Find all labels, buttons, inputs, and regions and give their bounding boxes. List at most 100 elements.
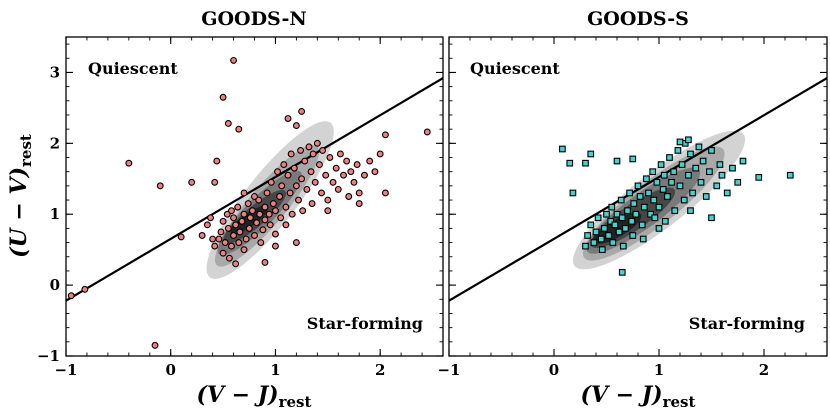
goods-s-point: [587, 221, 595, 229]
goods-s-point: [786, 171, 794, 179]
goods-n-point: [292, 122, 300, 130]
goods-s-point: [566, 159, 574, 167]
goods-n-point: [261, 258, 269, 266]
goods-s-point: [713, 182, 721, 190]
goods-s-density-contours: [572, 130, 746, 270]
goods-n-point: [217, 228, 225, 236]
goods-s-point: [687, 150, 694, 158]
goods-n-point: [319, 146, 327, 154]
goods-n-point: [324, 207, 332, 215]
goods-n-points: [67, 56, 431, 349]
goods-n-point: [266, 221, 274, 229]
goods-n-x-ticks: −1 0 1 2: [54, 37, 444, 379]
goods-n-point: [361, 171, 368, 179]
goods-s-point: [582, 242, 589, 250]
goods-n-point: [211, 178, 219, 186]
goods-n-y-tick-label: −1: [37, 347, 60, 365]
goods-s-point: [592, 228, 600, 236]
goods-n-point: [366, 157, 374, 165]
goods-n-point: [224, 120, 232, 127]
goods-s-point: [687, 207, 694, 215]
goods-n-point: [230, 214, 238, 222]
goods-n-point: [318, 189, 325, 197]
goods-s-point: [657, 161, 665, 168]
goods-n-point: [311, 178, 319, 186]
goods-s-point: [643, 175, 650, 183]
goods-n-point: [284, 115, 292, 122]
goods-s-y-ticks: [449, 43, 827, 357]
goods-s-point: [584, 232, 591, 239]
goods-s-panel: GOODS-S Quiescent Star-forming −1 0 1 2 (V …: [437, 8, 828, 411]
goods-n-point: [234, 203, 242, 211]
goods-n-point: [305, 143, 313, 151]
goods-s-point: [639, 235, 647, 243]
goods-n-point: [371, 168, 379, 176]
goods-s-point: [626, 189, 633, 197]
goods-s-quiescent-label: Quiescent: [470, 59, 560, 78]
goods-n-star-forming-label: Star-forming: [307, 314, 423, 333]
goods-n-point: [219, 249, 227, 257]
goods-n-point: [251, 232, 258, 239]
goods-s-point: [601, 225, 608, 232]
goods-s-point: [608, 203, 616, 211]
goods-n-point: [271, 207, 279, 215]
goods-n-title: GOODS-N: [201, 8, 306, 30]
goods-s-points: [559, 136, 794, 276]
goods-s-point: [613, 157, 621, 165]
goods-n-point: [267, 178, 275, 186]
goods-n-point: [355, 200, 363, 208]
goods-n-point: [188, 178, 196, 186]
goods-s-point: [671, 207, 679, 215]
goods-s-point: [611, 221, 619, 229]
goods-s-point: [668, 178, 675, 186]
goods-s-point: [685, 171, 692, 179]
goods-n-point: [292, 182, 300, 190]
goods-n-point: [67, 292, 75, 300]
goods-s-point: [716, 161, 724, 168]
goods-n-point: [211, 242, 219, 250]
goods-n-point: [329, 178, 337, 186]
goods-s-point: [607, 217, 615, 225]
goods-n-point: [324, 196, 332, 204]
goods-n-y-tick-label: 2: [50, 134, 60, 152]
goods-n-point: [343, 157, 351, 165]
goods-n-point: [213, 157, 221, 165]
goods-n-point: [246, 214, 254, 222]
goods-s-title: GOODS-S: [587, 8, 689, 30]
goods-n-point: [280, 161, 288, 169]
goods-s-point: [678, 161, 686, 168]
goods-n-point: [219, 93, 227, 101]
goods-s-point: [609, 239, 617, 246]
goods-n-point: [277, 214, 285, 222]
goods-s-point: [650, 196, 658, 204]
goods-n-point: [228, 242, 235, 250]
goods-n-point: [355, 189, 363, 197]
goods-n-point: [235, 125, 243, 133]
goods-n-point: [238, 217, 246, 225]
goods-s-point: [723, 189, 731, 197]
goods-s-point: [634, 182, 642, 190]
goods-n-point: [242, 235, 250, 243]
goods-n-point: [215, 235, 223, 243]
goods-s-point: [618, 269, 626, 276]
goods-s-point: [590, 239, 598, 246]
goods-n-point: [307, 168, 315, 176]
goods-n-point: [256, 210, 264, 218]
goods-n-point: [381, 131, 389, 139]
goods-s-separation-line: [449, 77, 827, 302]
goods-n-point: [303, 185, 311, 193]
goods-n-point: [240, 189, 248, 197]
goods-s-star-forming-label: Star-forming: [689, 314, 805, 333]
goods-n-point: [225, 254, 233, 262]
goods-s-point: [664, 193, 671, 200]
goods-n-point: [253, 219, 261, 227]
goods-n-y-tick-label: 0: [50, 276, 60, 294]
goods-n-panel: GOODS-N Quiescent Star-forming −1 0 1 2 −1 0…: [6, 8, 444, 411]
goods-n-point: [313, 139, 321, 147]
goods-n-point: [207, 214, 214, 222]
goods-n-point: [301, 157, 309, 165]
goods-s-point: [603, 210, 610, 218]
goods-n-point: [287, 150, 295, 158]
goods-n-point: [198, 232, 206, 239]
